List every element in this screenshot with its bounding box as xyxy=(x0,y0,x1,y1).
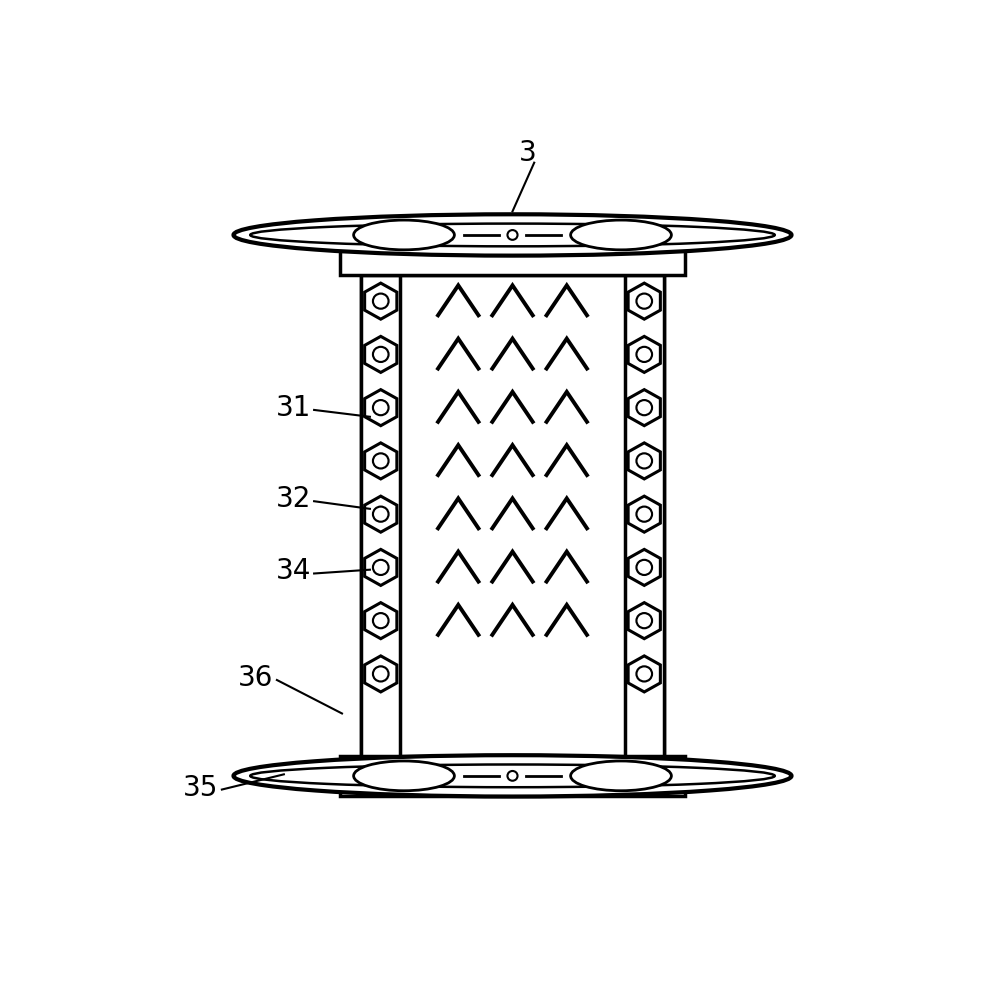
Ellipse shape xyxy=(373,400,389,415)
Bar xyxy=(625,275,664,762)
Polygon shape xyxy=(628,496,660,533)
Text: 32: 32 xyxy=(276,485,312,513)
Ellipse shape xyxy=(636,400,652,415)
Ellipse shape xyxy=(373,293,389,308)
Polygon shape xyxy=(365,443,397,479)
Polygon shape xyxy=(365,336,397,372)
Ellipse shape xyxy=(507,230,518,240)
Polygon shape xyxy=(365,603,397,638)
Text: 35: 35 xyxy=(183,774,219,802)
Ellipse shape xyxy=(373,666,389,682)
Polygon shape xyxy=(628,656,660,692)
Ellipse shape xyxy=(507,771,518,781)
Ellipse shape xyxy=(571,220,671,250)
Ellipse shape xyxy=(373,453,389,468)
Polygon shape xyxy=(628,389,660,426)
Ellipse shape xyxy=(636,293,652,308)
Ellipse shape xyxy=(373,347,389,362)
Text: 3: 3 xyxy=(519,138,537,167)
Ellipse shape xyxy=(636,666,652,682)
Ellipse shape xyxy=(354,220,454,250)
Polygon shape xyxy=(628,336,660,372)
Polygon shape xyxy=(628,284,660,319)
Ellipse shape xyxy=(636,453,652,468)
Polygon shape xyxy=(365,656,397,692)
Ellipse shape xyxy=(250,223,775,246)
Ellipse shape xyxy=(250,765,775,787)
Ellipse shape xyxy=(373,614,389,628)
Ellipse shape xyxy=(373,560,389,575)
Bar xyxy=(361,275,400,762)
Text: 34: 34 xyxy=(276,557,312,585)
Polygon shape xyxy=(365,496,397,533)
Polygon shape xyxy=(365,549,397,586)
Ellipse shape xyxy=(234,214,792,256)
Ellipse shape xyxy=(234,755,792,796)
Ellipse shape xyxy=(636,560,652,575)
Ellipse shape xyxy=(354,761,454,790)
Ellipse shape xyxy=(636,347,652,362)
Ellipse shape xyxy=(571,761,671,790)
Polygon shape xyxy=(628,443,660,479)
Bar xyxy=(340,235,685,275)
Bar xyxy=(361,275,664,762)
Ellipse shape xyxy=(636,614,652,628)
Polygon shape xyxy=(365,284,397,319)
Polygon shape xyxy=(365,389,397,426)
Text: 31: 31 xyxy=(276,393,312,422)
Polygon shape xyxy=(628,549,660,586)
Text: 36: 36 xyxy=(238,664,273,692)
Bar xyxy=(340,756,685,795)
Ellipse shape xyxy=(636,507,652,522)
Ellipse shape xyxy=(373,507,389,522)
Polygon shape xyxy=(628,603,660,638)
